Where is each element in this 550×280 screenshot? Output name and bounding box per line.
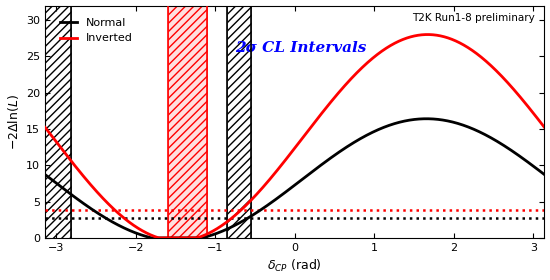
Legend: Normal, Inverted: Normal, Inverted: [56, 13, 137, 48]
Y-axis label: $-2\Delta\ln(L)$: $-2\Delta\ln(L)$: [6, 94, 20, 150]
X-axis label: $\delta_{CP}$ (rad): $\delta_{CP}$ (rad): [267, 258, 322, 274]
Text: T2K Run1-8 preliminary: T2K Run1-8 preliminary: [412, 13, 535, 22]
Text: 2σ CL Intervals: 2σ CL Intervals: [235, 41, 366, 55]
